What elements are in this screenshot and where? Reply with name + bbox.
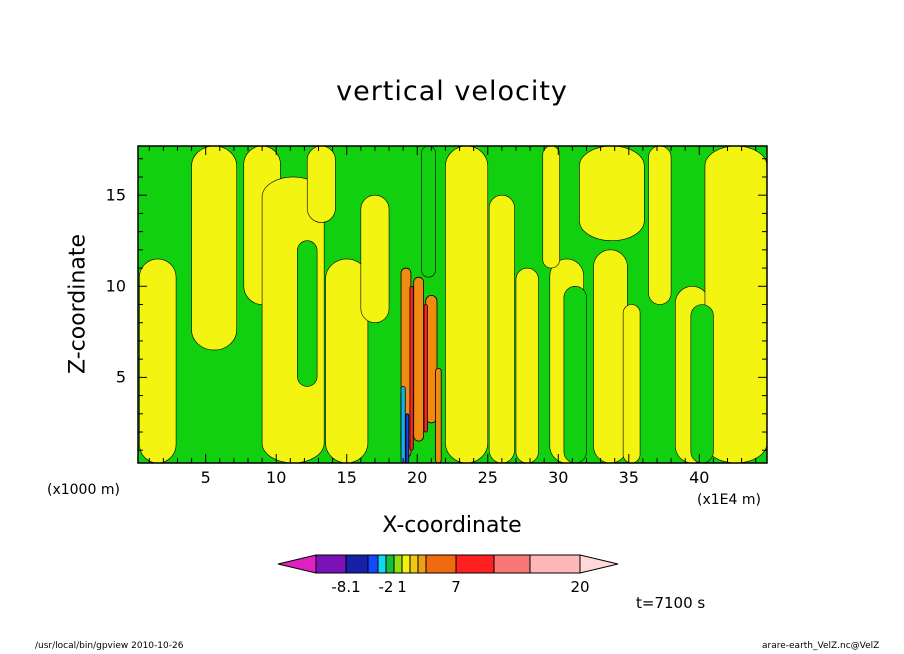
yellow-band bbox=[515, 267, 539, 463]
x-tick-label: 40 bbox=[689, 468, 710, 487]
yellow-band bbox=[360, 194, 390, 324]
colorbar-segment bbox=[401, 554, 411, 574]
colorbar-segment bbox=[393, 554, 403, 574]
x-tick-label: 10 bbox=[266, 468, 287, 487]
x-tick-label: 15 bbox=[336, 468, 357, 487]
core-streak bbox=[413, 276, 424, 442]
colorbar-label: -2 bbox=[378, 578, 394, 596]
y-tick-label: 10 bbox=[105, 276, 126, 296]
yellow-band bbox=[445, 146, 489, 463]
green-lobe bbox=[421, 146, 436, 278]
core-streak bbox=[409, 285, 414, 451]
colorbar-label: 1 bbox=[397, 578, 407, 596]
colorbar bbox=[277, 554, 619, 574]
colorbar-segment bbox=[425, 554, 457, 574]
x-unit-right: (x1E4 m) bbox=[697, 492, 761, 508]
yellow-band bbox=[704, 146, 767, 463]
footer-left: /usr/local/bin/gpview 2010-10-26 bbox=[35, 641, 184, 651]
core-streak bbox=[400, 386, 406, 463]
footer-right: arare-earth_VelZ.nc@VelZ bbox=[762, 641, 880, 651]
y-tick-label: 5 bbox=[115, 367, 126, 387]
yellow-band bbox=[648, 146, 672, 305]
x-unit-left: (x1000 m) bbox=[47, 482, 120, 498]
x-tick-label: 5 bbox=[200, 468, 211, 487]
colorbar-label: 7 bbox=[451, 578, 461, 596]
colorbar-segment bbox=[417, 554, 427, 574]
colorbar-segment bbox=[385, 554, 395, 574]
yellow-band bbox=[593, 249, 628, 463]
yellow-band bbox=[488, 194, 515, 463]
core-streak bbox=[405, 413, 410, 463]
yellow-band bbox=[579, 146, 645, 242]
chart-title: vertical velocity bbox=[336, 76, 568, 107]
plot-axes bbox=[137, 145, 768, 464]
colorbar-segment bbox=[377, 554, 387, 574]
x-tick-label: 20 bbox=[407, 468, 428, 487]
y-axis-label: Z-coordinate bbox=[65, 234, 91, 374]
colorbar-segment bbox=[529, 554, 581, 574]
colorbar-segment bbox=[345, 554, 369, 574]
x-tick-label: 30 bbox=[548, 468, 569, 487]
yellow-band bbox=[306, 146, 336, 223]
y-tick-label: 15 bbox=[105, 185, 126, 205]
green-lobe bbox=[690, 304, 714, 463]
core-streak bbox=[423, 304, 428, 433]
green-lobe bbox=[563, 285, 587, 463]
green-lobe bbox=[297, 240, 318, 387]
core-streak bbox=[435, 367, 442, 463]
x-tick-label: 25 bbox=[477, 468, 498, 487]
colorbar-label: 20 bbox=[570, 578, 590, 596]
colorbar-segment bbox=[367, 554, 379, 574]
x-tick-label: 35 bbox=[618, 468, 639, 487]
yellow-band bbox=[139, 258, 177, 463]
x-axis-label: X-coordinate bbox=[382, 513, 522, 538]
colorbar-left-triangle bbox=[277, 554, 317, 574]
velocity-field bbox=[138, 146, 767, 463]
colorbar-segment bbox=[493, 554, 531, 574]
time-label: t=7100 s bbox=[636, 594, 706, 612]
yellow-band bbox=[622, 304, 641, 463]
colorbar-segment bbox=[315, 554, 347, 574]
colorbar-label: -8.1 bbox=[331, 578, 361, 596]
yellow-band bbox=[542, 146, 560, 269]
yellow-band bbox=[191, 146, 238, 351]
colorbar-segment bbox=[455, 554, 495, 574]
colorbar-right-triangle bbox=[579, 554, 619, 574]
colorbar-segment bbox=[409, 554, 419, 574]
